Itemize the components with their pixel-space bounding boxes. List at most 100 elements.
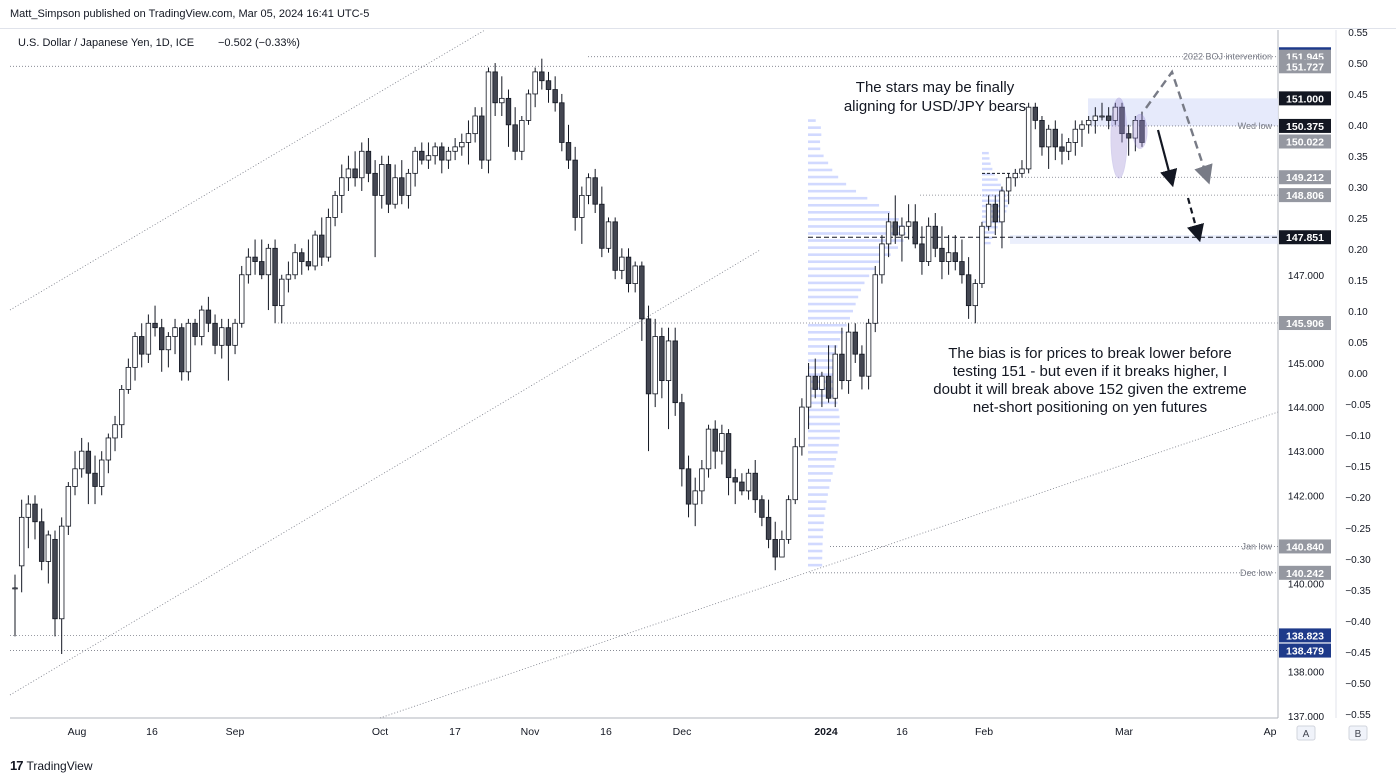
price-axis[interactable]: 145.000 144.000 143.000 142.000 140.000 138.0… xyxy=(1279,28,1371,723)
candle-body xyxy=(500,98,505,102)
candle-body xyxy=(86,451,91,473)
tradingview-logo[interactable]: 17 TradingView xyxy=(10,758,93,773)
candle-body xyxy=(680,403,685,469)
percent-tick: −0.30 xyxy=(1345,555,1371,566)
volume-profile-bar xyxy=(808,564,822,567)
percent-tick: 0.00 xyxy=(1348,369,1368,380)
candle-body xyxy=(473,116,478,134)
candle-body xyxy=(199,310,204,336)
percent-tick: 0.10 xyxy=(1348,307,1368,318)
candle-body xyxy=(820,376,825,389)
tradingview-logo-text: TradingView xyxy=(26,759,92,773)
candle-body xyxy=(746,473,751,491)
candle-body xyxy=(426,156,431,160)
candle-body xyxy=(520,120,525,151)
time-tick: Dec xyxy=(673,726,692,738)
candle-body xyxy=(586,178,591,196)
candle-body xyxy=(339,178,344,196)
candle-body xyxy=(980,226,985,283)
candle-body xyxy=(540,72,545,81)
candle-body xyxy=(1046,129,1051,147)
time-axis[interactable]: Aug 16 Sep Oct 17 Nov 16 Dec 2024 16 Feb Mar Ap A B xyxy=(68,726,1367,740)
candle-body xyxy=(753,473,758,499)
candle-body xyxy=(633,266,638,284)
candle-body xyxy=(439,147,444,160)
candle-body xyxy=(446,151,451,160)
candle-body xyxy=(806,376,811,407)
percent-tick: 0.45 xyxy=(1348,90,1368,101)
volume-profile-bar xyxy=(808,507,825,510)
volume-profile-bar xyxy=(982,152,989,154)
candle-body xyxy=(953,253,958,262)
volume-profile-bar xyxy=(982,184,1001,186)
candle-body xyxy=(726,434,731,478)
candle-body xyxy=(466,134,471,143)
candle-body xyxy=(900,226,905,235)
percent-tick: 0.50 xyxy=(1348,59,1368,70)
time-tick: Oct xyxy=(372,726,388,738)
stars-annotation-line: The stars may be finally xyxy=(856,79,1015,96)
candle-body xyxy=(1106,116,1111,120)
candle-body xyxy=(206,310,211,323)
percent-tick: −0.10 xyxy=(1345,431,1371,442)
candle-body xyxy=(813,376,818,389)
candle-body xyxy=(993,204,998,222)
candle-body xyxy=(873,275,878,324)
candle-body xyxy=(273,248,278,305)
volume-profile-bar xyxy=(808,310,853,313)
price-label: 151.727 xyxy=(1286,61,1324,73)
support-zone xyxy=(1010,235,1278,244)
volume-profile-bar xyxy=(982,163,991,165)
candle-body xyxy=(239,275,244,324)
volume-profile-bar xyxy=(808,359,834,362)
volume-profile-bar xyxy=(808,352,835,355)
candle-body xyxy=(486,72,491,160)
candle-body xyxy=(333,195,338,217)
volume-profile-bar xyxy=(808,303,856,306)
candle-body xyxy=(533,72,538,94)
volume-profile-bar xyxy=(808,465,834,468)
volume-profile-bar xyxy=(808,373,833,376)
candle-body xyxy=(246,257,251,275)
candle-body xyxy=(700,469,705,491)
volume-profile-bar xyxy=(808,402,838,405)
candle-body xyxy=(186,323,191,372)
scale-button-label: A xyxy=(1303,729,1310,740)
candle-body xyxy=(166,337,171,350)
candle-body xyxy=(940,248,945,261)
candle-body xyxy=(373,173,378,195)
volume-profile-bar xyxy=(982,178,998,180)
candle-body xyxy=(146,323,151,354)
price-label: 140.840 xyxy=(1286,541,1324,553)
price-tick: 138.000 xyxy=(1288,668,1325,679)
candle-body xyxy=(119,389,124,424)
candle-body xyxy=(640,266,645,319)
volume-profile-bar xyxy=(808,296,858,299)
candle-body xyxy=(19,517,24,566)
candle-body xyxy=(713,429,718,451)
price-tick: 140.000 xyxy=(1288,579,1325,590)
candle-body xyxy=(1086,120,1091,124)
candle-body xyxy=(319,235,324,257)
candle-body xyxy=(1100,116,1105,117)
candle-body xyxy=(480,116,485,160)
candle-body xyxy=(626,257,631,283)
level-tag: Wed low xyxy=(1238,121,1273,131)
candle-body xyxy=(693,491,698,504)
bias-annotation-line: doubt it will break above 152 given the … xyxy=(933,381,1247,398)
candle-body xyxy=(600,204,605,248)
candle-body xyxy=(526,94,531,120)
candle-body xyxy=(573,160,578,217)
stars-annotation-line: aligning for USD/JPY bears xyxy=(844,98,1026,115)
candle-body xyxy=(406,173,411,195)
candle-body xyxy=(453,147,458,151)
price-label: 150.375 xyxy=(1286,121,1324,133)
candle-body xyxy=(313,235,318,266)
percent-tick: 0.05 xyxy=(1348,338,1368,349)
candle-body xyxy=(706,429,711,469)
volume-profile-bar xyxy=(808,162,828,165)
candle-body xyxy=(926,226,931,261)
volume-profile-bar xyxy=(808,176,838,179)
percent-tick: 0.20 xyxy=(1348,245,1368,256)
